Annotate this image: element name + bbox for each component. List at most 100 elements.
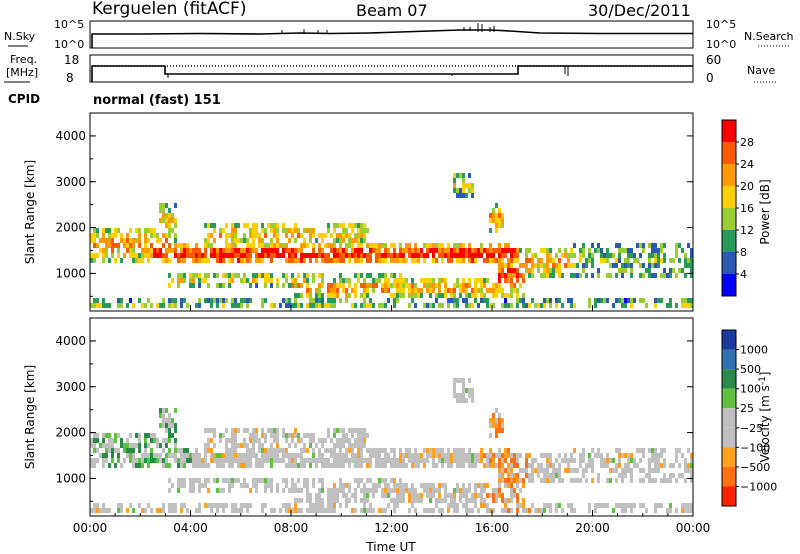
velocity-cell <box>354 458 357 463</box>
velocity-cell <box>195 453 198 458</box>
velocity-cell <box>357 433 360 438</box>
velocity-cell <box>564 453 567 458</box>
power-cell <box>492 288 495 293</box>
velocity-cell <box>192 463 195 468</box>
date-title: 30/Dec/2011 <box>588 1 691 20</box>
power-cell <box>669 258 672 263</box>
power-cell <box>531 258 534 263</box>
velocity-cell <box>90 438 93 443</box>
power-cell <box>423 278 426 283</box>
power-cell <box>489 248 492 253</box>
velocity-cell <box>429 453 432 458</box>
velocity-cell <box>663 463 666 468</box>
power-cell <box>165 223 168 228</box>
power-cell <box>588 303 591 308</box>
power-cell <box>363 288 366 293</box>
velocity-cell <box>345 453 348 458</box>
power-cell <box>381 303 384 308</box>
velocity-cell <box>504 508 507 513</box>
power-cell <box>480 283 483 288</box>
power-cell <box>183 298 186 303</box>
velocity-cell <box>234 438 237 443</box>
power-cell <box>93 238 96 243</box>
velocity-cell <box>213 478 216 483</box>
velocity-cell <box>681 453 684 458</box>
power-cell <box>336 238 339 243</box>
power-cell <box>453 173 456 178</box>
velocity-cell <box>264 448 267 453</box>
power-cell <box>342 283 345 288</box>
freq-tick-high: 18 <box>64 53 79 67</box>
power-cell <box>249 243 252 248</box>
velocity-cell <box>168 438 171 443</box>
velocity-cell <box>438 453 441 458</box>
velocity-cell <box>129 433 132 438</box>
power-cell <box>111 233 114 238</box>
velocity-cell <box>666 508 669 513</box>
power-cell <box>684 263 687 268</box>
velocity-cell <box>396 483 399 488</box>
velocity-cell <box>366 508 369 513</box>
power-cell <box>597 248 600 253</box>
power-cell <box>177 278 180 283</box>
power-cell <box>483 293 486 298</box>
power-cell <box>405 243 408 248</box>
power-cell <box>225 238 228 243</box>
power-cell <box>372 288 375 293</box>
power-cell <box>510 263 513 268</box>
power-cell <box>360 223 363 228</box>
power-cell <box>237 238 240 243</box>
velocity-cell <box>651 453 654 458</box>
power-cell <box>117 298 120 303</box>
power-cell <box>240 258 243 263</box>
velocity-cell <box>432 448 435 453</box>
velocity-cell <box>360 428 363 433</box>
velocity-cell <box>393 453 396 458</box>
velocity-cell <box>102 443 105 448</box>
velocity-colorbar-swatch <box>722 369 736 389</box>
power-cell <box>348 278 351 283</box>
y-tick-label: 1000 <box>55 266 86 280</box>
power-cell <box>219 298 222 303</box>
velocity-cell <box>465 503 468 508</box>
power-cell <box>351 223 354 228</box>
velocity-cell <box>183 483 186 488</box>
power-cell <box>600 258 603 263</box>
power-cell <box>231 238 234 243</box>
velocity-cell <box>363 438 366 443</box>
power-cell <box>234 243 237 248</box>
power-cell <box>630 248 633 253</box>
power-cell <box>369 283 372 288</box>
power-cell <box>162 298 165 303</box>
power-cell <box>270 238 273 243</box>
freq-strip: Freq. [MHz] 18 8 60 0 Nave <box>4 53 778 85</box>
power-cell <box>468 278 471 283</box>
power-cell <box>204 258 207 263</box>
power-cell <box>246 258 249 263</box>
velocity-cell <box>657 503 660 508</box>
velocity-cell <box>165 458 168 463</box>
power-cell <box>303 253 306 258</box>
power-cell <box>138 243 141 248</box>
power-cell <box>660 258 663 263</box>
power-cell <box>150 253 153 258</box>
velocity-cell <box>615 468 618 473</box>
velocity-cell <box>231 503 234 508</box>
power-cell <box>243 253 246 258</box>
power-cell <box>387 288 390 293</box>
velocity-cell <box>357 483 360 488</box>
power-cell <box>99 248 102 253</box>
velocity-cell <box>327 428 330 433</box>
velocity-cell <box>453 488 456 493</box>
power-cell <box>450 293 453 298</box>
power-cell <box>567 263 570 268</box>
velocity-cell <box>447 493 450 498</box>
power-cell <box>174 243 177 248</box>
velocity-cell <box>441 498 444 503</box>
velocity-cell <box>294 453 297 458</box>
velocity-cell <box>117 458 120 463</box>
velocity-cell <box>342 443 345 448</box>
power-cell <box>633 253 636 258</box>
power-cell <box>93 233 96 238</box>
power-cell <box>243 248 246 253</box>
